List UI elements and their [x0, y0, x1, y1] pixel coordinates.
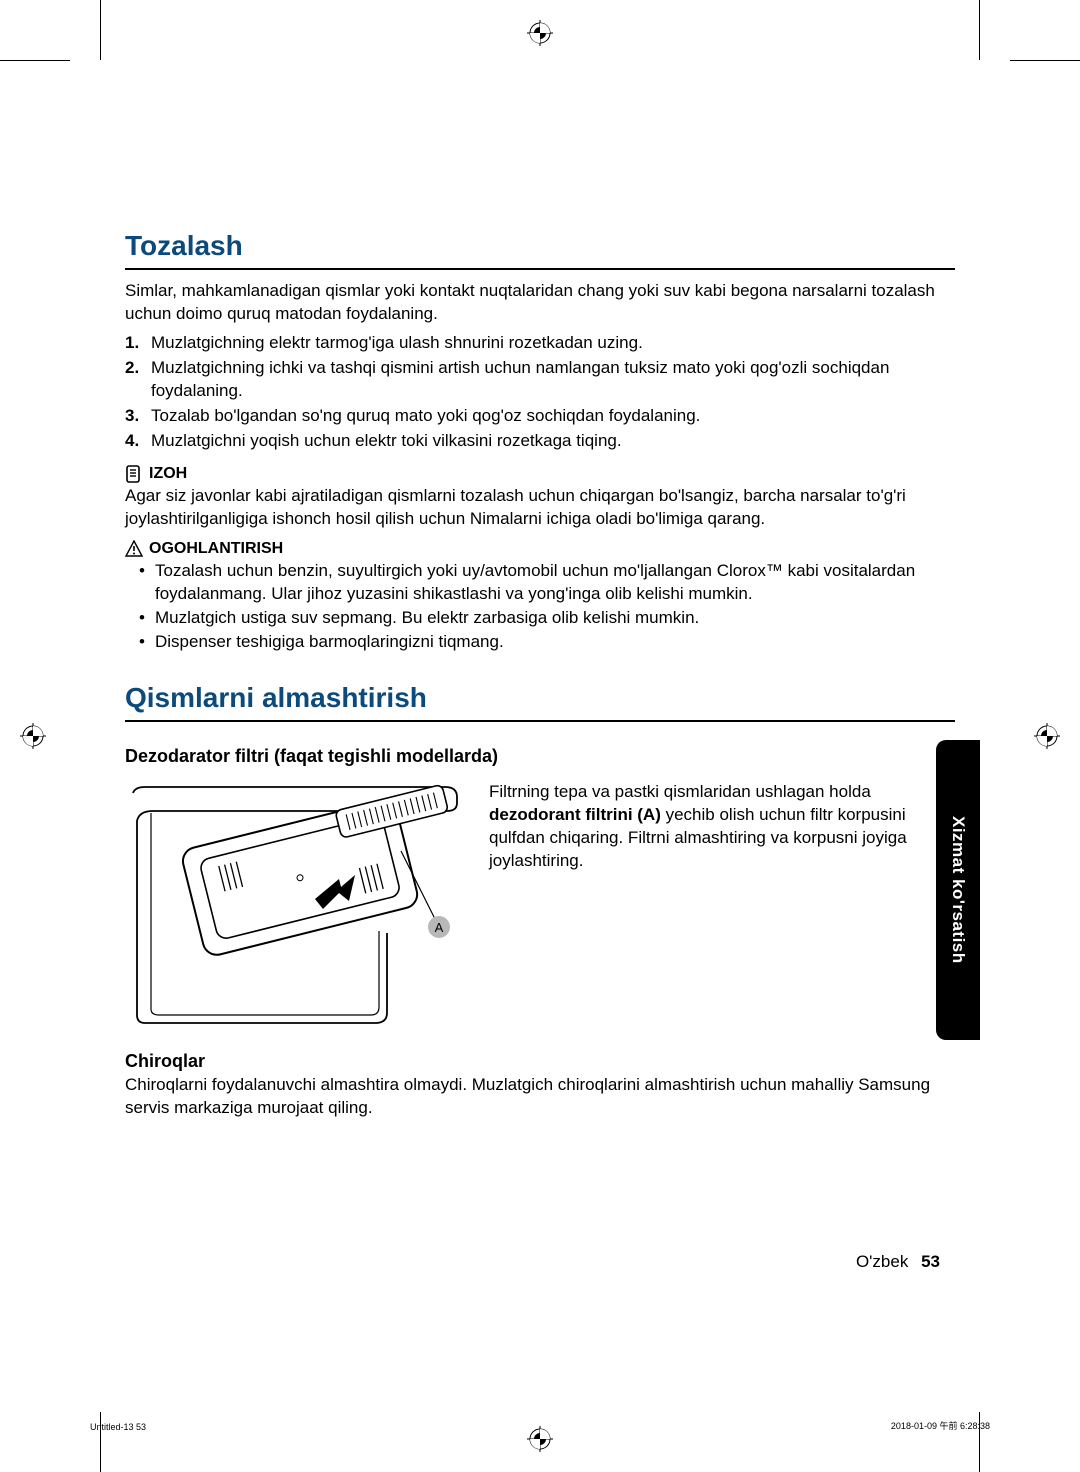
imprint-left: Untitled-13 53: [90, 1422, 146, 1432]
warning-list: Tozalash uchun benzin, suyultirgich yoki…: [125, 560, 955, 654]
warning-icon: [125, 540, 143, 558]
step-2-text: Muzlatgichning ichki va tashqi qismini a…: [151, 358, 889, 400]
step-2: 2.Muzlatgichning ichki va tashqi qismini…: [125, 357, 955, 403]
bulbs-title: Chiroqlar: [125, 1051, 955, 1072]
step-3: 3.Tozalab bo'lgandan so'ng quruq mato yo…: [125, 405, 955, 428]
section-title-cleaning: Tozalash: [125, 230, 955, 270]
note-text: Agar siz javonlar kabi ajratiladigan qis…: [125, 485, 955, 531]
bulbs-text: Chiroqlarni foydalanuvchi almashtira olm…: [125, 1074, 955, 1120]
note-label-text: IZOH: [149, 465, 187, 483]
note-label: IZOH: [125, 465, 955, 483]
imprint-right: 2018-01-09 午前 6:28:38: [891, 1419, 990, 1432]
desc-bold: dezodorant filtrini (A): [489, 805, 661, 824]
footer-page: 53: [921, 1252, 940, 1271]
deodorizer-figure: A: [125, 781, 465, 1031]
step-4: 4.Muzlatgichni yoqish uchun elektr toki …: [125, 430, 955, 453]
intro-text: Simlar, mahkamlanadigan qismlar yoki kon…: [125, 280, 955, 326]
footer-lang: O'zbek: [856, 1252, 908, 1271]
step-4-text: Muzlatgichni yoqish uchun elektr toki vi…: [151, 431, 622, 450]
deodorizer-title: Dezodarator filtri (faqat tegishli model…: [125, 746, 955, 767]
figure-label-a: A: [435, 920, 444, 935]
warning-label-text: OGOHLANTIRISH: [149, 540, 283, 558]
deodorizer-description: Filtrning tepa va pastki qismlaridan ush…: [489, 781, 955, 873]
warning-1: Tozalash uchun benzin, suyultirgich yoki…: [125, 560, 955, 606]
side-tab: Xizmat ko'rsatish: [936, 740, 980, 1040]
step-3-text: Tozalab bo'lgandan so'ng quruq mato yoki…: [151, 406, 700, 425]
page-footer: O'zbek 53: [856, 1252, 940, 1272]
step-1-text: Muzlatgichning elektr tarmog'iga ulash s…: [151, 333, 643, 352]
note-icon: [125, 465, 143, 483]
side-tab-label: Xizmat ko'rsatish: [948, 816, 968, 964]
section-title-replacement: Qismlarni almashtirish: [125, 682, 955, 722]
step-1: 1.Muzlatgichning elektr tarmog'iga ulash…: [125, 332, 955, 355]
cleaning-steps: 1.Muzlatgichning elektr tarmog'iga ulash…: [125, 332, 955, 453]
warning-label: OGOHLANTIRISH: [125, 540, 955, 558]
warning-2: Muzlatgich ustiga suv sepmang. Bu elektr…: [125, 607, 955, 630]
desc-pre: Filtrning tepa va pastki qismlaridan ush…: [489, 782, 871, 801]
warning-3: Dispenser teshigiga barmoqlaringizni tiq…: [125, 631, 955, 654]
